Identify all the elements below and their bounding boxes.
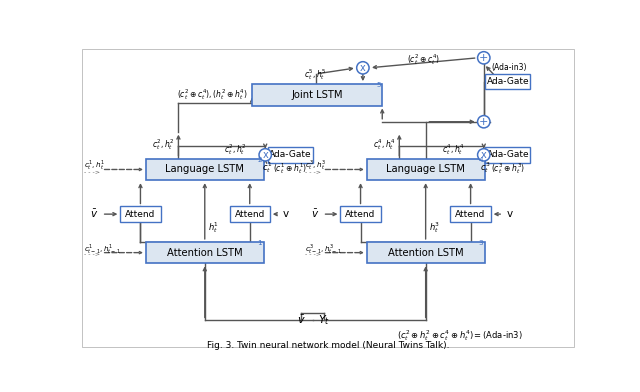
Text: Joint LSTM: Joint LSTM xyxy=(291,90,343,100)
Text: x: x xyxy=(481,150,486,160)
Text: v: v xyxy=(506,209,513,219)
Text: Ada-Gate: Ada-Gate xyxy=(486,151,529,159)
Bar xyxy=(451,207,491,222)
Text: x: x xyxy=(360,63,365,73)
Text: +: + xyxy=(479,53,488,63)
Text: $c_t^2,h_t^2$: $c_t^2,h_t^2$ xyxy=(224,142,246,157)
Text: $\bar{v}$: $\bar{v}$ xyxy=(311,208,319,220)
Text: $(c_t^2 \oplus c_t^4)$: $(c_t^2 \oplus c_t^4)$ xyxy=(407,52,440,67)
Bar xyxy=(367,242,484,263)
Bar xyxy=(146,242,264,263)
Text: $c_t^2,h_t^2$: $c_t^2,h_t^2$ xyxy=(152,137,175,152)
Text: $c_{t-1}^1,h_{t-1}^1$: $c_{t-1}^1,h_{t-1}^1$ xyxy=(84,242,121,256)
Text: $(c_t^3 \oplus h_t^3)$: $(c_t^3 \oplus h_t^3)$ xyxy=(491,161,525,176)
Text: $\bar{v}$: $\bar{v}$ xyxy=(90,208,99,220)
Bar xyxy=(120,207,161,222)
Text: $\bar{v}$: $\bar{v}$ xyxy=(296,314,305,327)
Text: $c_t^4,h_t^4$: $c_t^4,h_t^4$ xyxy=(372,137,396,152)
Text: Ada-Gate: Ada-Gate xyxy=(269,151,311,159)
Text: - - ->: - - -> xyxy=(305,252,321,258)
Text: (Ada-in3): (Ada-in3) xyxy=(492,64,527,73)
Text: $c_t^3,h_t^3$: $c_t^3,h_t^3$ xyxy=(305,159,326,172)
Text: +: + xyxy=(479,117,488,127)
Text: Fig. 3. Twin neural network model (Neural Twins Talk).: Fig. 3. Twin neural network model (Neura… xyxy=(207,341,449,350)
Bar xyxy=(340,207,381,222)
Bar xyxy=(485,147,531,163)
Circle shape xyxy=(356,62,369,74)
Text: v: v xyxy=(283,209,289,219)
Text: 1: 1 xyxy=(257,240,262,246)
Text: $c_{t-1}^3,h_{t-1}^3$: $c_{t-1}^3,h_{t-1}^3$ xyxy=(305,242,342,256)
Text: Attend: Attend xyxy=(125,210,156,219)
Text: Attention LSTM: Attention LSTM xyxy=(388,248,463,258)
Circle shape xyxy=(477,116,490,128)
Bar xyxy=(367,159,484,180)
Text: $Y_t$: $Y_t$ xyxy=(318,314,330,327)
Bar xyxy=(146,159,264,180)
Text: Attention LSTM: Attention LSTM xyxy=(167,248,243,258)
Text: $c_t^1,h_t^1$: $c_t^1,h_t^1$ xyxy=(84,159,105,172)
Text: 3: 3 xyxy=(478,240,483,246)
Text: $(c_t^2 \oplus c_t^4),(h_t^2 \oplus h_t^4)$: $(c_t^2 \oplus c_t^4),(h_t^2 \oplus h_t^… xyxy=(177,87,248,102)
Bar xyxy=(268,147,312,163)
Bar xyxy=(230,207,270,222)
Text: $(c_t^1 \oplus h_t^1)$: $(c_t^1 \oplus h_t^1)$ xyxy=(273,161,307,176)
Text: $(c_t^2 \oplus h_t^2 \oplus c_t^4 \oplus h_t^4) = (\mathrm{Ada\text{-}in3})$: $(c_t^2 \oplus h_t^2 \oplus c_t^4 \oplus… xyxy=(397,328,522,343)
Text: - - ->: - - -> xyxy=(84,252,100,258)
Text: Attend: Attend xyxy=(456,210,486,219)
Text: 4: 4 xyxy=(478,157,483,163)
Circle shape xyxy=(259,149,271,161)
Text: 2: 2 xyxy=(257,157,262,163)
Bar xyxy=(252,84,382,105)
Text: $h_t^1$: $h_t^1$ xyxy=(208,221,219,236)
Text: Language LSTM: Language LSTM xyxy=(165,165,244,174)
Text: $c_t^1$: $c_t^1$ xyxy=(262,160,272,174)
Text: $h_t^3$: $h_t^3$ xyxy=(429,221,440,236)
Circle shape xyxy=(477,52,490,64)
Text: - - ->: - - -> xyxy=(305,170,321,175)
Circle shape xyxy=(477,149,490,161)
Text: $c_t^5,h_t^5$: $c_t^5,h_t^5$ xyxy=(304,67,327,82)
Text: $c_t^3$: $c_t^3$ xyxy=(480,160,490,174)
Text: - - ->: - - -> xyxy=(84,170,100,175)
Text: x: x xyxy=(262,150,268,160)
Text: 5: 5 xyxy=(376,82,381,89)
Bar xyxy=(485,74,531,89)
Text: Ada-Gate: Ada-Gate xyxy=(486,77,529,86)
Text: Attend: Attend xyxy=(346,210,376,219)
Text: Attend: Attend xyxy=(234,210,265,219)
Text: $c_t^4,h_t^4$: $c_t^4,h_t^4$ xyxy=(442,142,465,157)
Text: Language LSTM: Language LSTM xyxy=(386,165,465,174)
